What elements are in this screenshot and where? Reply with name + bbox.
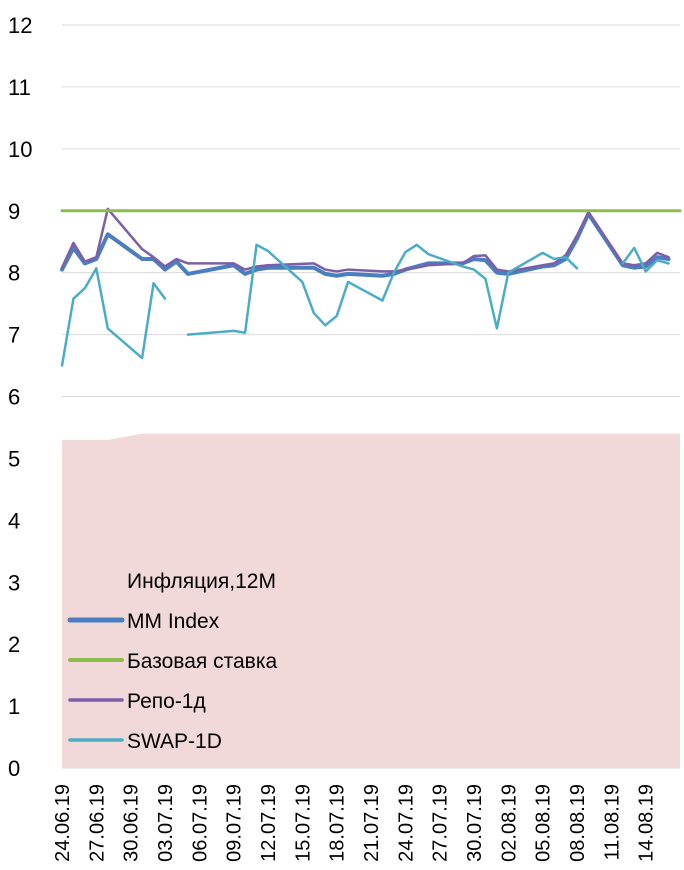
x-tick-label: 24.06.19 [52, 784, 74, 862]
x-tick-label: 27.06.19 [86, 784, 108, 862]
x-tick-label: 06.07.19 [189, 784, 211, 862]
y-tick-label: 5 [8, 446, 20, 471]
series-line-4-segment-2 [621, 246, 670, 273]
series-line-1-segment-0 [60, 211, 671, 278]
x-tick-label: 11.08.19 [601, 784, 623, 860]
x-tick-label: 14.08.19 [636, 784, 658, 862]
y-tick-label: 6 [8, 385, 20, 410]
legend-label: Базовая ставка [127, 650, 277, 673]
y-tick-label: 4 [8, 508, 20, 533]
y-tick-label: 10 [8, 137, 32, 162]
series-area-inflation [62, 433, 680, 768]
x-axis-tick-labels: 24.06.19 27.06.19 30.06.19 03.07.19 06.07.19… [52, 784, 658, 862]
x-tick-label: 08.08.19 [567, 784, 589, 862]
series-line-4-segment-0 [60, 267, 167, 367]
y-tick-label: 1 [8, 694, 20, 719]
legend-label: MM Index [127, 610, 220, 633]
y-tick-label: 3 [8, 570, 20, 595]
legend: Инфляция,12M MM Index Базовая ставка Репо-1… [67, 570, 277, 753]
x-tick-label: 18.07.19 [327, 784, 349, 862]
x-tick-label: 09.07.19 [224, 784, 246, 862]
legend-label: Репо-1д [127, 690, 206, 713]
legend-label: SWAP-1D [127, 730, 222, 753]
x-tick-label: 30.07.19 [464, 784, 486, 862]
x-tick-label: 15.07.19 [292, 784, 314, 862]
y-tick-label: 8 [8, 261, 20, 286]
series-lines-layer [60, 207, 682, 367]
legend-label: Инфляция,12M [127, 570, 276, 593]
x-tick-label: 30.06.19 [121, 784, 143, 862]
x-tick-label: 05.08.19 [533, 784, 555, 862]
x-tick-label: 12.07.19 [258, 784, 280, 862]
y-tick-label: 2 [8, 632, 20, 657]
series-line-3-segment-0 [60, 207, 670, 273]
legend-swatch [70, 571, 122, 589]
series-line-4-segment-1 [186, 243, 579, 336]
y-tick-label: 7 [8, 323, 20, 348]
x-tick-label: 21.07.19 [361, 784, 383, 862]
y-tick-label: 11 [8, 75, 31, 100]
y-tick-label: 12 [8, 13, 32, 38]
x-tick-label: 02.08.19 [498, 784, 520, 862]
y-tick-label: 0 [8, 756, 20, 781]
y-tick-label: 9 [8, 199, 20, 224]
x-tick-label: 27.07.19 [430, 784, 452, 862]
x-tick-label: 24.07.19 [395, 784, 417, 862]
x-tick-label: 03.07.19 [155, 784, 177, 862]
inflation-area-layer [62, 433, 680, 768]
